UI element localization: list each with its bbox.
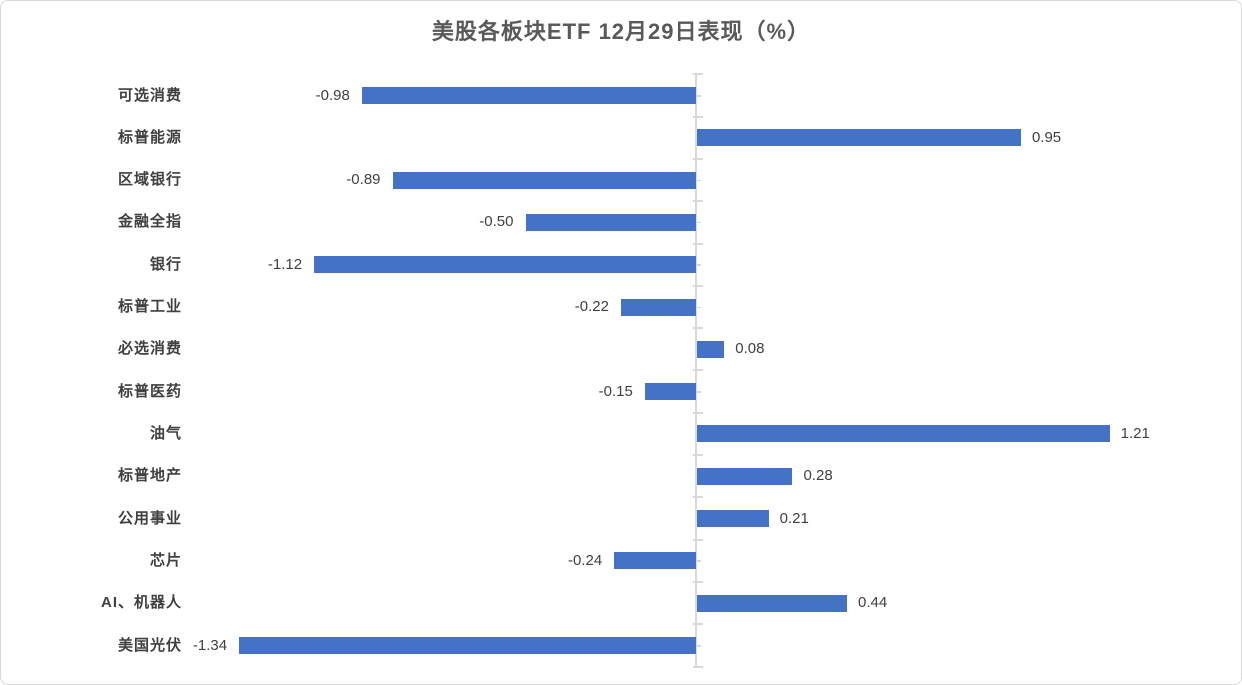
category-label: 标普工业 xyxy=(117,298,182,316)
category-label: 标普医药 xyxy=(117,382,182,400)
value-label: 0.44 xyxy=(858,594,888,612)
value-label: -0.15 xyxy=(598,382,633,400)
category-label: 金融全指 xyxy=(117,213,182,231)
axis-tick xyxy=(693,284,703,287)
axis-minor-tick xyxy=(696,645,701,647)
category-label: 区域银行 xyxy=(117,171,182,189)
value-label: -0.50 xyxy=(479,213,514,231)
value-label: -0.22 xyxy=(574,298,609,316)
bar xyxy=(697,510,769,528)
bar xyxy=(525,213,696,231)
axis-tick xyxy=(693,496,703,499)
axis-minor-tick xyxy=(696,264,701,266)
category-label: 公用事业 xyxy=(117,509,182,527)
axis-minor-tick xyxy=(696,95,701,97)
axis-tick xyxy=(693,411,703,414)
bar xyxy=(361,87,696,104)
axis-tick xyxy=(693,157,703,160)
category-label: 标普能源 xyxy=(117,128,182,146)
category-label: 美国光伏 xyxy=(117,636,182,654)
axis-minor-tick xyxy=(696,306,701,309)
category-label: 油气 xyxy=(149,424,182,442)
axis-tick xyxy=(693,665,703,668)
value-label: -0.24 xyxy=(567,551,603,569)
bar xyxy=(614,552,696,570)
value-label: -0.89 xyxy=(346,171,381,189)
chart-title: 美股各板块ETF 12月29日表现（%） xyxy=(431,19,811,44)
axis-minor-tick xyxy=(696,179,701,182)
axis-tick xyxy=(693,623,703,626)
value-label: -1.34 xyxy=(192,636,228,654)
category-label: 可选消费 xyxy=(117,86,182,104)
bar xyxy=(239,637,696,655)
value-label: -0.98 xyxy=(315,86,350,104)
category-label: 芯片 xyxy=(149,551,182,569)
bar xyxy=(697,129,1021,147)
axis-tick xyxy=(693,73,703,76)
bar xyxy=(620,298,696,316)
axis-tick xyxy=(693,242,703,245)
axis-tick xyxy=(693,115,703,118)
axis-tick xyxy=(693,200,703,203)
axis-minor-tick xyxy=(696,391,701,393)
value-label: 0.95 xyxy=(1031,128,1062,146)
axis-tick xyxy=(693,581,703,584)
bar xyxy=(392,171,696,189)
category-label: AI、机器人 xyxy=(100,594,182,612)
category-label: 银行 xyxy=(149,255,182,273)
value-label: 0.21 xyxy=(779,509,809,527)
axis-tick xyxy=(693,538,703,541)
axis-minor-tick xyxy=(696,560,701,562)
bar xyxy=(697,425,1110,443)
value-label: 1.21 xyxy=(1120,424,1150,442)
axis-tick xyxy=(693,369,703,372)
bar xyxy=(314,256,696,274)
axis-tick xyxy=(693,454,703,457)
value-label: 0.28 xyxy=(803,467,833,485)
bar xyxy=(697,594,848,612)
category-label: 标普地产 xyxy=(117,467,182,485)
category-label: 必选消费 xyxy=(117,340,182,358)
axis-minor-tick xyxy=(696,221,701,224)
value-label: 0.08 xyxy=(735,340,765,358)
value-label: -1.12 xyxy=(267,255,303,273)
axis-tick xyxy=(693,327,703,330)
bar xyxy=(697,340,725,358)
bar xyxy=(644,383,696,401)
bar xyxy=(697,467,793,485)
